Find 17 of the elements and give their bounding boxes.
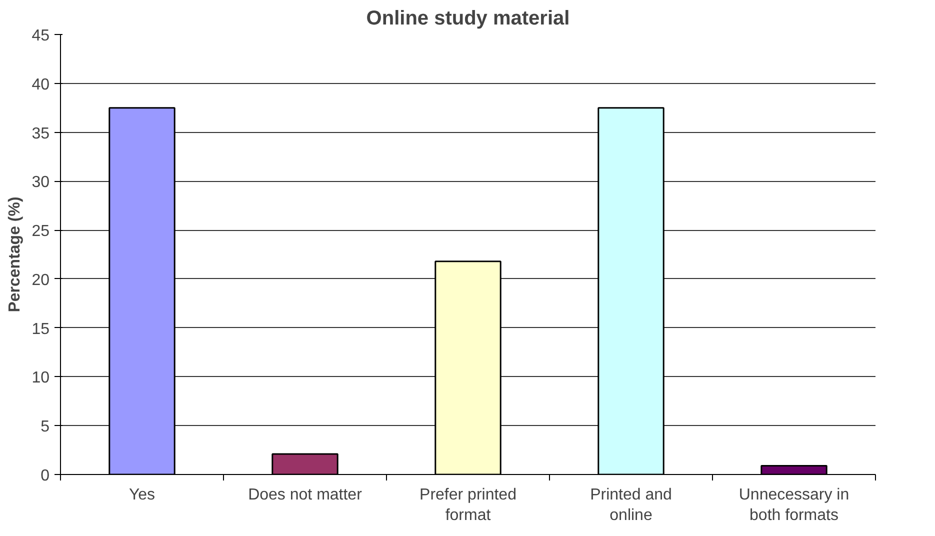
y-tick-label: 30 <box>32 174 50 192</box>
x-tick-label: Prefer printed format <box>420 486 516 524</box>
y-tick-label: 5 <box>40 418 50 436</box>
y-tick-label: 0 <box>40 468 50 484</box>
x-tick-label: Printed and online <box>590 486 672 524</box>
y-tick-label: 10 <box>32 370 50 387</box>
y-tick-label: 40 <box>32 76 50 94</box>
chart-title: Online study material <box>366 8 570 30</box>
y-tick-label: 45 <box>32 28 50 44</box>
y-tick-label: 20 <box>32 272 50 289</box>
x-tick-label: Unnecessary in both formats <box>738 486 850 524</box>
y-tick-label: 25 <box>32 223 50 240</box>
x-tick-label: Yes <box>128 486 156 504</box>
y-tick-label: 15 <box>32 320 50 338</box>
y-tick-label: 35 <box>32 125 50 142</box>
y-axis-title: Percentage (%) <box>6 196 24 312</box>
x-tick-label: Does not matter <box>248 486 363 504</box>
